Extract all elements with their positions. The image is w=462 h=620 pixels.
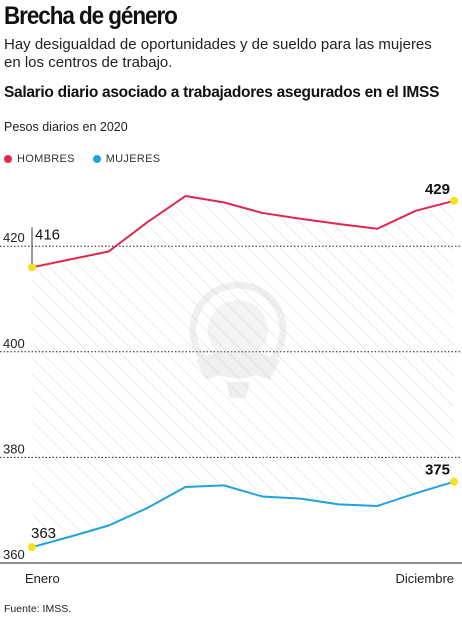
legend-swatch-hombres	[4, 155, 12, 163]
legend-item-hombres: HOMBRES	[4, 153, 75, 165]
data-label-mujeres-last: 375	[425, 462, 450, 479]
source-note: Fuente: IMSS.	[4, 603, 72, 615]
data-label-hombres-last: 429	[425, 181, 450, 198]
series-line-hombres	[31, 195, 455, 269]
x-tick-label-enero: Enero	[25, 571, 60, 586]
y-tick-label-360: 360	[3, 547, 25, 562]
marker-hombres-last	[450, 196, 458, 205]
legend-item-mujeres: MUJERES	[92, 153, 161, 165]
y-tick-label-400: 400	[3, 336, 25, 351]
legend-label-mujeres: MUJERES	[105, 153, 161, 165]
imss-watermark-icon	[189, 281, 287, 398]
chart-subtitle: Pesos diarios en 2020	[4, 120, 128, 134]
chart-title: Salario diario asociado a trabajadores a…	[4, 84, 440, 101]
data-label-hombres-first: 416	[35, 226, 60, 243]
marker-mujeres-last	[450, 477, 458, 486]
legend: HOMBRES MUJERES	[4, 153, 160, 165]
dek: Hay desigualdad de oportunidades y de su…	[4, 36, 432, 71]
x-tick-label-diciembre: Diciembre	[395, 571, 454, 586]
legend-swatch-mujeres	[92, 155, 101, 163]
marker-hombres-first	[28, 263, 36, 272]
data-label-mujeres-first: 363	[31, 525, 56, 542]
headline: Brecha de género	[4, 2, 178, 30]
y-tick-label-380: 380	[3, 441, 25, 456]
legend-label-hombres: HOMBRES	[17, 153, 75, 165]
series-line-mujeres	[31, 480, 455, 549]
y-tick-label-420: 420	[3, 230, 25, 245]
gap-band-area	[32, 196, 454, 548]
marker-mujeres-first	[28, 543, 36, 552]
